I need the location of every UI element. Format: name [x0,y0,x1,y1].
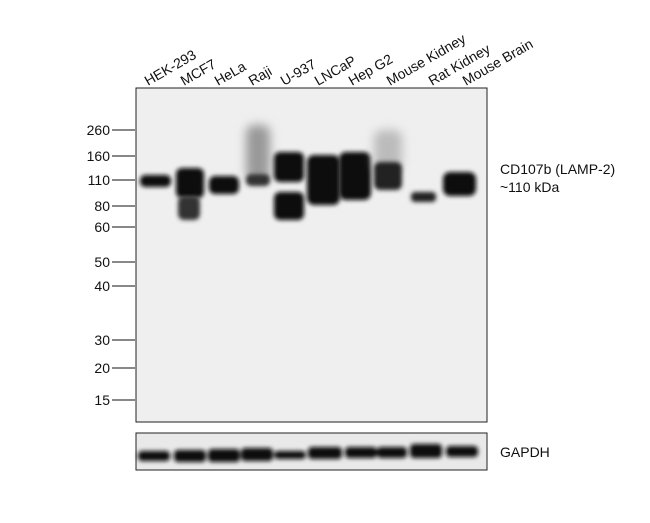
gapdh-bands [138,444,478,462]
marker-label: 40 [94,278,110,294]
band [178,196,200,220]
marker-label: 60 [94,219,110,235]
bands [140,125,476,220]
band [410,444,442,458]
main-blot [135,87,488,423]
marker-label: 160 [87,148,111,164]
band [174,450,206,462]
band [443,172,476,196]
band [377,447,407,458]
band [176,168,204,198]
band [339,152,371,200]
marker-ladder: 260 160 110 80 60 50 40 30 20 15 [87,122,135,408]
band [209,176,239,194]
loading-control-label: GAPDH [500,444,550,460]
marker-label: 80 [94,198,110,214]
marker-label: 20 [94,360,110,376]
band [374,162,402,190]
marker-label: 15 [94,392,110,408]
band [274,152,304,182]
band [138,451,170,461]
band [140,175,171,187]
target-size: ~110 kDa [500,179,559,195]
band [208,449,240,462]
band [308,447,342,459]
smear [246,125,270,180]
marker-label: 30 [94,332,110,348]
band [274,451,306,459]
band [241,448,273,461]
band [345,447,377,458]
smear [374,130,402,170]
target-name: CD107b (LAMP-2) [500,161,615,177]
band [274,192,304,220]
marker-label: 110 [88,172,111,188]
band [446,446,478,457]
band [246,174,270,186]
marker-label: 50 [94,254,110,270]
band [411,192,436,202]
band [307,155,340,205]
marker-label: 260 [87,122,111,138]
